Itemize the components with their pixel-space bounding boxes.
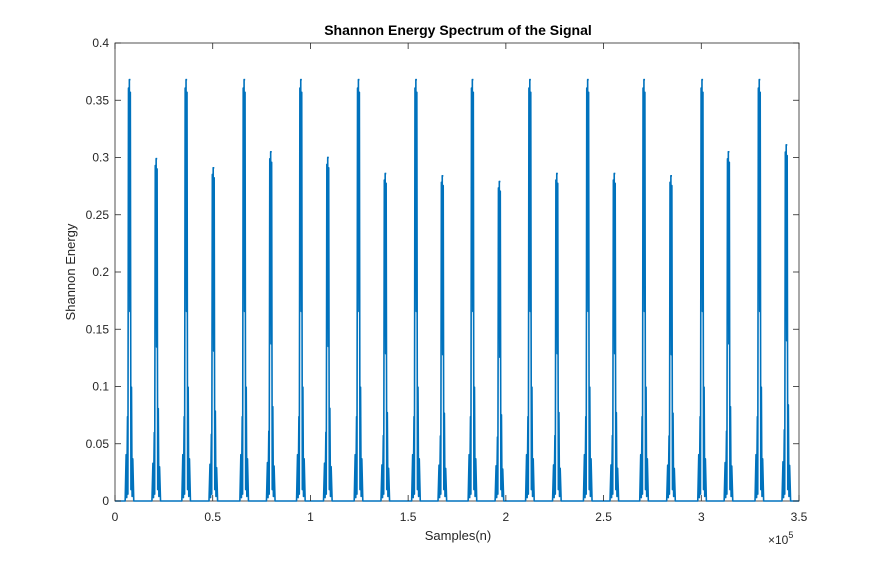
axes-box xyxy=(114,42,800,502)
y-tick-label: 0.3 xyxy=(92,151,109,165)
x-tick-label: 2.5 xyxy=(595,510,612,524)
x-tick-label: 0 xyxy=(112,510,119,524)
signal-line xyxy=(115,78,799,502)
y-tick-label: 0.2 xyxy=(92,265,109,279)
y-tick-label: 0.05 xyxy=(86,437,110,451)
x-axis-label: Samples(n) xyxy=(425,528,491,543)
y-tick-label: 0.25 xyxy=(86,208,110,222)
y-tick-label: 0.1 xyxy=(92,380,109,394)
x-multiplier-exponent: 5 xyxy=(788,530,793,540)
x-tick-label: 3.5 xyxy=(791,510,808,524)
y-tick-label: 0.35 xyxy=(86,93,110,107)
x-tick-label: 2 xyxy=(503,510,510,524)
x-tick-label: 3 xyxy=(698,510,705,524)
chart-title: Shannon Energy Spectrum of the Signal xyxy=(324,22,592,38)
x-tick-label: 0.5 xyxy=(204,510,221,524)
y-tick-label: 0.15 xyxy=(86,322,110,336)
x-tick-label: 1.5 xyxy=(400,510,417,524)
x-multiplier-base: ×10 xyxy=(768,533,789,547)
y-tick-label: 0 xyxy=(102,494,109,508)
x-axis-multiplier: ×105 xyxy=(768,530,793,547)
x-tick-label: 1 xyxy=(307,510,314,524)
y-axis-label: Shannon Energy xyxy=(63,223,78,320)
plot-area: 0 0.5 1 1.5 2 2.5 3 3.5 0 0.05 0.1 0.15 0.2 0.25 0.3 0.… xyxy=(86,36,808,524)
y-tick-label: 0.4 xyxy=(92,36,109,50)
